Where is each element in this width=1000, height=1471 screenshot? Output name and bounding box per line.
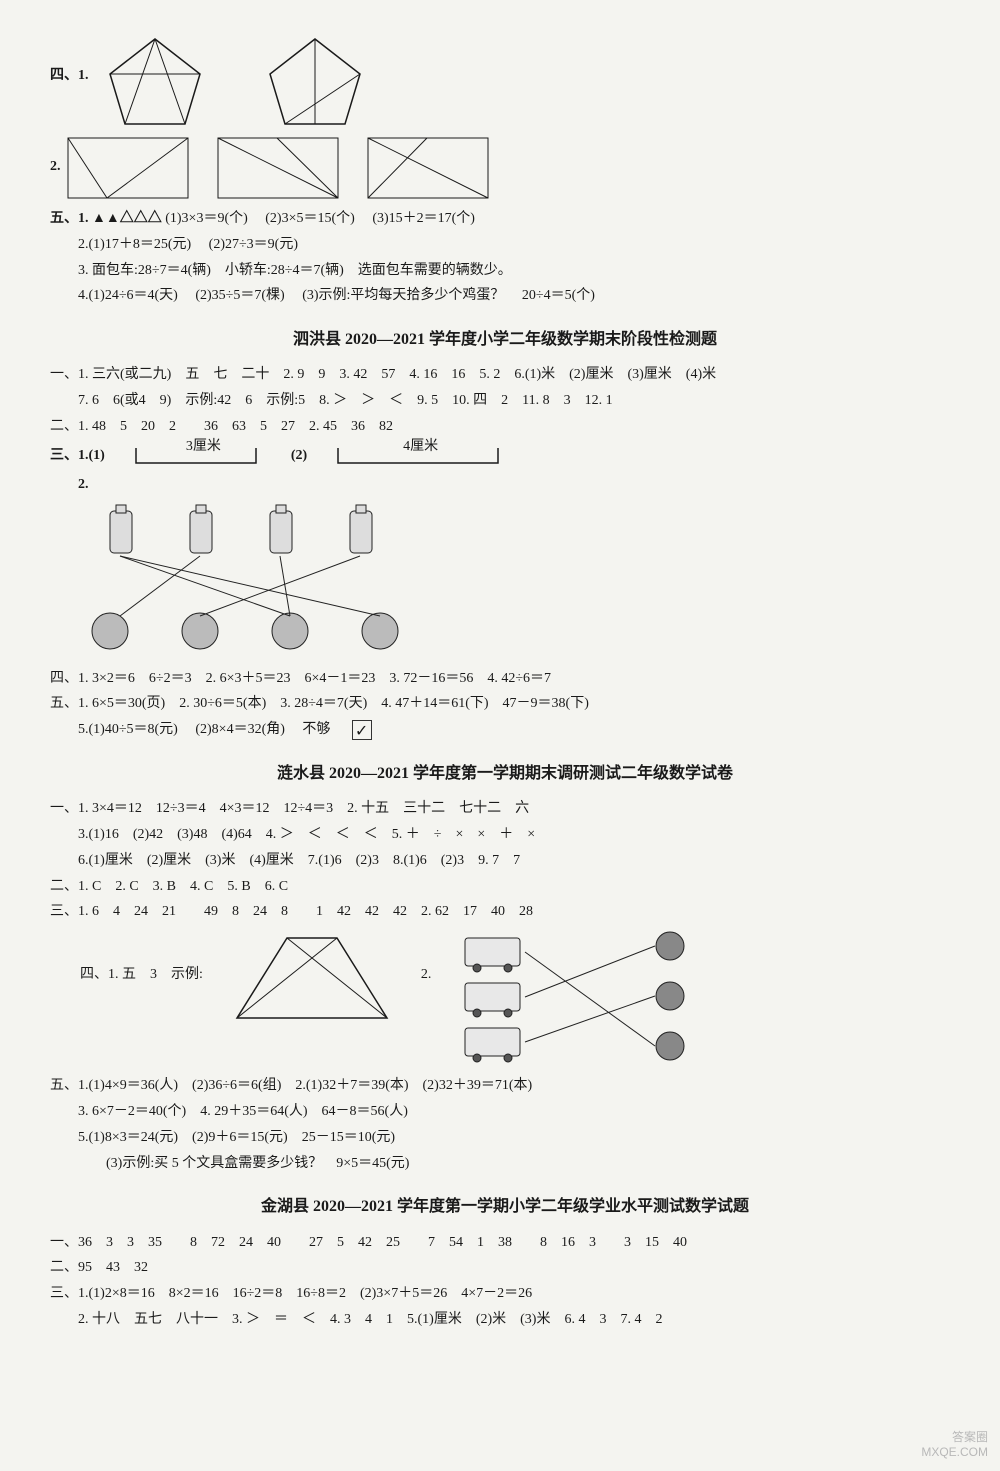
sh-yi1: 一、1. 三六(或二九) 五 七 二十 2. 9 9 3. 42 57 4. 1… (50, 363, 960, 387)
trapezoid-diagram (227, 928, 397, 1023)
sh-match-label: 2. (50, 473, 960, 497)
ls-yi2: 3.(1)16 (2)42 (3)48 (4)64 4. ＞ ＜ ＜ ＜ 5. … (50, 823, 960, 847)
sh-wu2-p2: (2)8×4＝32(角) (195, 718, 285, 742)
ls-si-figures: 四、1. 五 3 示例: 2. (80, 928, 960, 1068)
sec5-l1-prefix: 五、1. ▲▲△△△ (50, 211, 162, 226)
bottle-match-diagram (80, 501, 420, 661)
ls-yi3: 6.(1)厘米 (2)厘米 (3)米 (4)厘米 7.(1)6 (2)3 8.(… (50, 849, 960, 873)
watermark-l1: 答案圈 (921, 1430, 988, 1446)
section-4-1-shapes: 四、1. (50, 34, 960, 129)
pentagon-1 (95, 34, 215, 129)
sec5-l2-p1: 2.(1)17＋8＝25(元) (78, 233, 191, 257)
sec5-l1-p2: (2)3×5＝15(个) (265, 207, 355, 231)
ls-er: 二、1. C 2. C 3. B 4. C 5. B 6. C (50, 875, 960, 899)
sh-wu2: 5.(1)40÷5＝8(元) (2)8×4＝32(角) 不够 (50, 718, 960, 742)
label-4-1: 四、1. (50, 34, 89, 88)
section-4-2-shapes: 2. (50, 137, 960, 199)
jh-er: 二、95 43 32 (50, 1256, 960, 1280)
sh-san-rulers: 三、1.(1) 3厘米 (2) 4厘米 (50, 443, 960, 469)
watermark-l2: MXQE.COM (921, 1445, 988, 1461)
sh-san-label: 三、1.(1) (50, 444, 105, 468)
pentagon-2 (255, 34, 375, 129)
sec5-l4-p4: 20÷4＝5(个) (522, 284, 595, 308)
ls-wu4: (3)示例:买 5 个文具盒需要多少钱？ 9×5＝45(元) (50, 1152, 960, 1176)
rect-1 (67, 137, 189, 199)
sh-wu2-p1: 5.(1)40÷5＝8(元) (78, 718, 178, 742)
jh-yi: 一、36 3 3 35 8 72 24 40 27 5 42 25 7 54 1… (50, 1231, 960, 1255)
ls-si-label2: 2. (421, 928, 432, 987)
title-lianshui: 涟水县 2020—2021 学年度第一学期期末调研测试二年级数学试卷 (50, 760, 960, 787)
ruler-2-text: 4厘米 (403, 435, 438, 459)
sh-si: 四、1. 3×2＝6 6÷2＝3 2. 6×3＋5＝23 6×4－1＝23 3.… (50, 667, 960, 691)
watermark: 答案圈 MXQE.COM (921, 1430, 988, 1461)
rect-3 (367, 137, 489, 199)
sec5-line4: 4.(1)24÷6＝4(天) (2)35÷5＝7(棵) (3)示例:平均每天拾多… (50, 284, 960, 308)
sec5-l4-p3: (3)示例:平均每天拾多少个鸡蛋？ (302, 284, 504, 308)
rect-2 (217, 137, 339, 199)
sec5-l1-p1: (1)3×3＝9(个) (165, 207, 248, 231)
sec5-l2-p2: (2)27÷3＝9(元) (209, 233, 298, 257)
sh-san-label2: (2) (291, 444, 307, 468)
sh-yi2: 7. 6 6(或4 9) 示例:42 6 示例:5 8. ＞ ＞ ＜ 9. 5 … (50, 389, 960, 413)
jh-san1: 三、1.(1)2×8＝16 8×2＝16 16÷2＝8 16÷8＝2 (2)3×… (50, 1282, 960, 1306)
sec5-l4-p2: (2)35÷5＝7(棵) (195, 284, 284, 308)
sec5-line2: 2.(1)17＋8＝25(元) (2)27÷3＝9(元) (50, 233, 960, 257)
ls-si-label: 四、1. 五 3 示例: (80, 928, 203, 987)
sec5-line1: 五、1. ▲▲△△△ (1)3×3＝9(个) (2)3×5＝15(个) (3)1… (50, 207, 960, 231)
jh-san2: 2. 十八 五七 八十一 3. ＞ ＝ ＜ 4. 3 4 1 5.(1)厘米 (… (50, 1308, 960, 1332)
ls-san: 三、1. 6 4 24 21 49 8 24 8 1 42 42 42 2. 6… (50, 900, 960, 924)
sh-wu2-p3: 不够 (302, 718, 330, 742)
ruler-1-text: 3厘米 (186, 435, 221, 459)
title-sihong: 泗洪县 2020—2021 学年度小学二年级数学期末阶段性检测题 (50, 326, 960, 353)
title-jinhu: 金湖县 2020—2021 学年度第一学期小学二年级学业水平测试数学试题 (50, 1193, 960, 1220)
sec5-l4-p1: 4.(1)24÷6＝4(天) (78, 284, 178, 308)
ls-wu2: 3. 6×7－2＝40(个) 4. 29＋35＝64(人) 64－8＝56(人) (50, 1100, 960, 1124)
check-icon (352, 720, 372, 740)
ls-wu3: 5.(1)8×3＝24(元) (2)9＋6＝15(元) 25－15＝10(元) (50, 1126, 960, 1150)
ls-wu1: 五、1.(1)4×9＝36(人) (2)36÷6＝6(组) 2.(1)32＋7＝… (50, 1074, 960, 1098)
sec5-l1-p3: (3)15＋2＝17(个) (372, 207, 475, 231)
sec5-line3: 3. 面包车:28÷7＝4(辆) 小轿车:28÷4＝7(辆) 选面包车需要的辆数… (50, 259, 960, 283)
bus-match-diagram (455, 928, 705, 1068)
ls-yi1: 一、1. 3×4＝12 12÷3＝4 4×3＝12 12÷4＝3 2. 十五 三… (50, 797, 960, 821)
sh-wu1: 五、1. 6×5＝30(页) 2. 30÷6＝5(本) 3. 28÷4＝7(天)… (50, 692, 960, 716)
label-4-2: 2. (50, 137, 61, 179)
